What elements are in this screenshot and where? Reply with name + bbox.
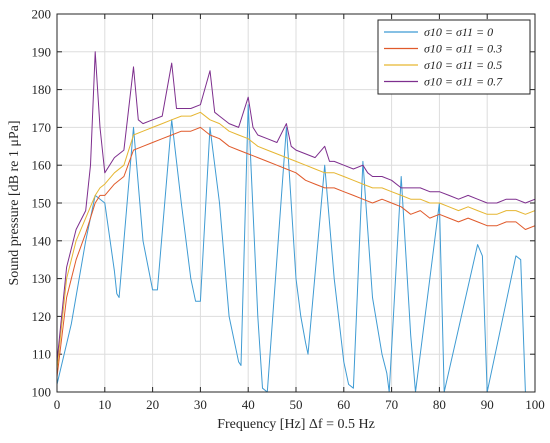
x-tick-label: 60 (337, 397, 350, 412)
series-line-3 (57, 51, 535, 362)
x-tick-label: 10 (98, 397, 111, 412)
x-tick-label: 50 (290, 397, 303, 412)
series-line-1 (57, 126, 535, 377)
y-tick-label: 160 (32, 158, 52, 173)
legend-label-3: σ10 = σ11 = 0.7 (424, 75, 503, 89)
x-tick-label: 40 (242, 397, 255, 412)
x-tick-labels: 0 10 20 30 40 50 60 70 80 90 100 (54, 397, 545, 412)
series-line-0 (57, 104, 526, 392)
y-tick-label: 120 (32, 309, 52, 324)
x-tick-label: 30 (194, 397, 207, 412)
y-axis-label: Sound pressure [dB re 1 μPa] (7, 121, 22, 286)
x-axis-label: Frequency [Hz] Δf = 0.5 Hz (217, 417, 375, 432)
y-tick-label: 200 (32, 7, 52, 22)
legend: σ10 = σ11 = 0 σ10 = σ11 = 0.3 σ10 = σ11 = … (377, 19, 531, 95)
y-tick-label: 130 (32, 271, 52, 286)
legend-label-0: σ10 = σ11 = 0 (424, 25, 493, 39)
legend-label-2: σ10 = σ11 = 0.5 (424, 58, 502, 72)
plot-frame (56, 13, 536, 393)
y-tick-label: 150 (32, 196, 52, 211)
series-layer (57, 51, 535, 392)
y-tick-label: 140 (32, 233, 52, 248)
y-tick-label: 190 (32, 44, 52, 59)
x-tick-label: 90 (481, 397, 494, 412)
x-tick-label: 80 (433, 397, 446, 412)
y-tick-label: 170 (32, 120, 52, 135)
y-tick-label: 100 (32, 385, 52, 400)
series-line-2 (57, 111, 535, 370)
legend-label-1: σ10 = σ11 = 0.3 (424, 42, 502, 56)
x-tick-label: 0 (54, 397, 61, 412)
x-tick-label: 100 (525, 397, 545, 412)
y-tick-label: 110 (32, 347, 51, 362)
y-tick-label: 180 (32, 82, 52, 97)
y-tick-labels: 100 110 120 130 140 150 160 170 180 190 200 (32, 7, 52, 400)
x-tick-label: 70 (385, 397, 398, 412)
x-tick-label: 20 (146, 397, 159, 412)
